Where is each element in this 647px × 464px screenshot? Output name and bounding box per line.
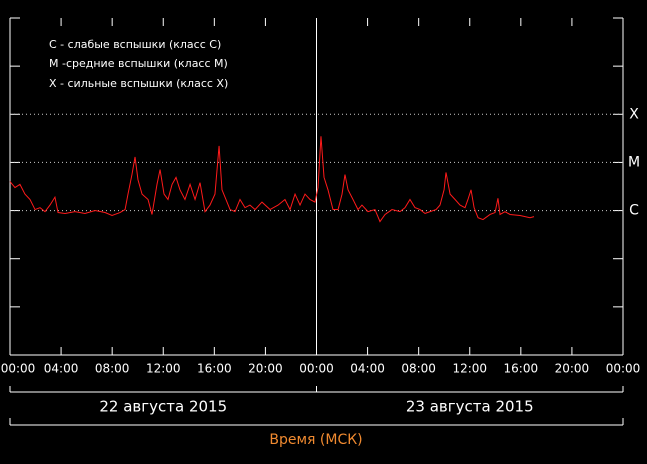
x-tick-label: 00:00	[606, 362, 641, 376]
legend-entry: C - слабые вспышки (класс C)	[49, 38, 221, 51]
x-tick-label: 12:00	[146, 362, 181, 376]
x-tick-label: 08:00	[95, 362, 130, 376]
x-tick-label: 04:00	[350, 362, 385, 376]
x-axis-title: Время (МСК)	[269, 432, 362, 448]
x-tick-label: 16:00	[197, 362, 232, 376]
x-tick-label: 20:00	[248, 362, 283, 376]
x-tick-label: 00:00	[1, 362, 36, 376]
level-label: C	[629, 203, 639, 219]
day-label: 22 августа 2015	[99, 398, 227, 416]
x-tick-label: 08:00	[401, 362, 436, 376]
x-tick-label: 16:00	[504, 362, 539, 376]
day-label: 23 августа 2015	[406, 398, 534, 416]
x-tick-label: 00:00	[299, 362, 334, 376]
x-tick-label: 04:00	[44, 362, 79, 376]
level-label: M	[628, 154, 640, 170]
legend-entry: M -средние вспышки (класс M)	[49, 57, 228, 70]
legend-entry: X - сильные вспышки (класс X)	[49, 77, 228, 90]
x-tick-label: 12:00	[452, 362, 487, 376]
level-label: X	[629, 106, 639, 122]
x-tick-label: 20:00	[555, 362, 590, 376]
flux-line	[9, 136, 535, 223]
